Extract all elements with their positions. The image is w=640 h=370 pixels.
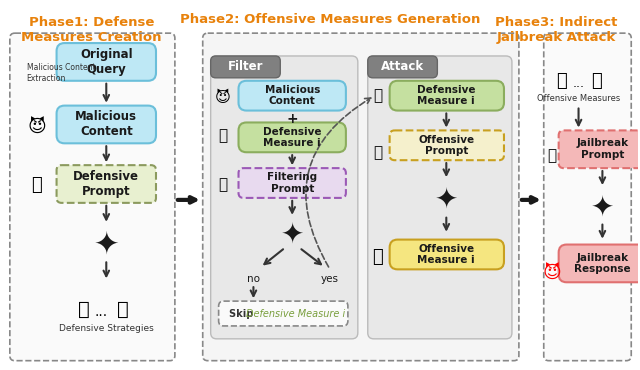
Text: ✦: ✦ <box>591 194 614 222</box>
FancyBboxPatch shape <box>10 33 175 361</box>
Text: 🎯: 🎯 <box>372 248 383 266</box>
Text: no: no <box>247 274 260 284</box>
FancyBboxPatch shape <box>239 122 346 152</box>
Text: Offensive
Prompt: Offensive Prompt <box>419 135 474 156</box>
Text: Defensive
Prompt: Defensive Prompt <box>74 170 140 198</box>
FancyBboxPatch shape <box>203 33 519 361</box>
Text: Malicious
Content: Malicious Content <box>76 111 138 138</box>
FancyBboxPatch shape <box>56 43 156 81</box>
Text: Offensive Measures: Offensive Measures <box>537 94 620 103</box>
Text: 😈: 😈 <box>28 118 46 137</box>
FancyBboxPatch shape <box>56 105 156 143</box>
Text: Attack: Attack <box>381 60 424 73</box>
Text: ✦: ✦ <box>280 221 304 249</box>
Text: 🛡: 🛡 <box>218 128 227 143</box>
Text: Phase3: Indirect
Jailbreak Attack: Phase3: Indirect Jailbreak Attack <box>495 16 618 44</box>
Text: Defensive Strategies: Defensive Strategies <box>59 324 154 333</box>
FancyBboxPatch shape <box>239 81 346 111</box>
FancyBboxPatch shape <box>239 168 346 198</box>
FancyBboxPatch shape <box>368 56 512 339</box>
FancyBboxPatch shape <box>544 33 631 361</box>
FancyBboxPatch shape <box>368 56 437 78</box>
Text: Skip: Skip <box>228 309 257 319</box>
FancyBboxPatch shape <box>211 56 358 339</box>
Text: Phase2: Offensive Measures Generation: Phase2: Offensive Measures Generation <box>180 13 480 26</box>
Text: 🤖: 🤖 <box>373 145 382 160</box>
Text: 🛡: 🛡 <box>117 300 129 319</box>
Text: Filtering
Prompt: Filtering Prompt <box>267 172 317 194</box>
Text: Filter: Filter <box>228 60 263 73</box>
FancyBboxPatch shape <box>56 165 156 203</box>
Text: Malicious Content
Extraction: Malicious Content Extraction <box>27 63 95 83</box>
FancyBboxPatch shape <box>211 56 280 78</box>
Text: 🎯: 🎯 <box>591 72 602 90</box>
Text: 🤖: 🤖 <box>31 176 42 194</box>
Text: Defensive
Measure i: Defensive Measure i <box>417 85 476 107</box>
Text: Defensive Measure i: Defensive Measure i <box>246 309 346 319</box>
Text: Defensive
Measure i: Defensive Measure i <box>263 127 321 148</box>
Text: ✦: ✦ <box>435 186 458 214</box>
Text: Phase1: Defense
Measures Creation: Phase1: Defense Measures Creation <box>21 16 162 44</box>
Text: Malicious
Content: Malicious Content <box>264 85 320 107</box>
Text: yes: yes <box>321 274 339 284</box>
Text: ...: ... <box>573 77 584 90</box>
FancyBboxPatch shape <box>390 81 504 111</box>
FancyBboxPatch shape <box>559 130 640 168</box>
Text: ✦: ✦ <box>93 230 119 259</box>
Text: Jailbreak
Response: Jailbreak Response <box>574 253 630 274</box>
Text: 😈: 😈 <box>542 265 561 283</box>
Text: Original
Query: Original Query <box>80 48 132 76</box>
Text: Offensive
Measure i: Offensive Measure i <box>417 244 475 265</box>
Text: 🛡: 🛡 <box>77 300 90 319</box>
Text: 🤖: 🤖 <box>218 178 227 192</box>
FancyBboxPatch shape <box>390 130 504 160</box>
Text: 🤖: 🤖 <box>547 148 556 163</box>
Text: +: + <box>286 111 298 125</box>
Text: 🛡: 🛡 <box>373 88 382 103</box>
Text: Jailbreak
Prompt: Jailbreak Prompt <box>577 138 628 160</box>
Text: ...: ... <box>95 305 108 319</box>
Text: 🎯: 🎯 <box>556 72 567 90</box>
Text: 😈: 😈 <box>214 90 230 105</box>
FancyBboxPatch shape <box>390 240 504 269</box>
FancyBboxPatch shape <box>219 301 348 326</box>
FancyBboxPatch shape <box>559 245 640 282</box>
